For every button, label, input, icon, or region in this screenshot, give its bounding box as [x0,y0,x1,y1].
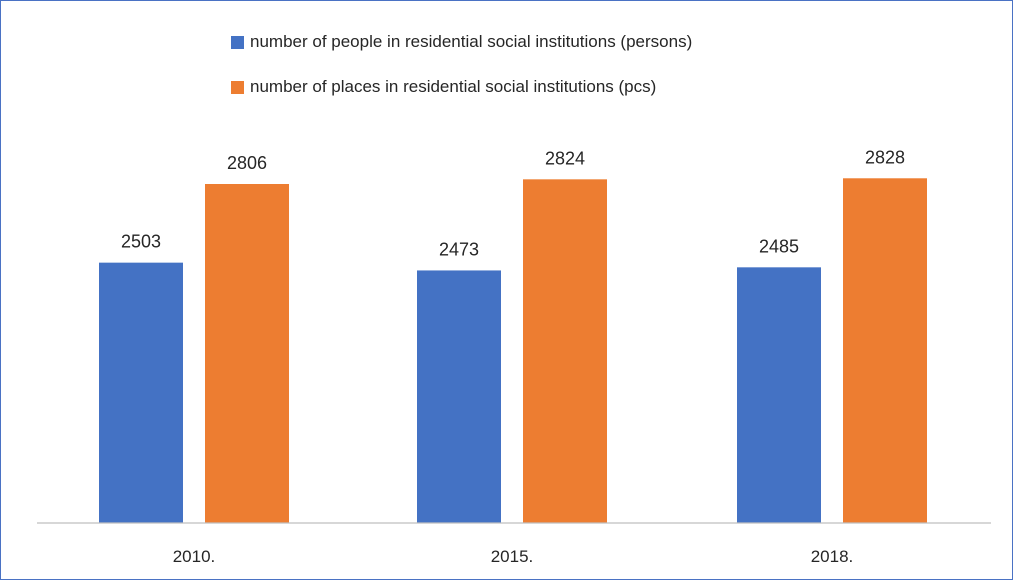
legend-item-people: number of people in residential social i… [231,31,692,53]
legend-label-people: number of people in residential social i… [250,32,693,51]
bar-people-2010 [99,262,183,523]
data-label-people-2010: 2503 [121,232,161,252]
bar-people-2015 [417,270,501,523]
legend-swatch-people [231,35,244,49]
data-label-places-2015: 2824 [545,148,585,168]
data-label-places-2010: 2806 [227,153,267,173]
x-tick-label-2015: 2015. [491,547,534,566]
x-tick-label-2018: 2018. [811,547,854,566]
data-label-people-2018: 2485 [759,236,799,256]
bar-places-2018 [843,178,927,523]
chart-legend: number of people in residential social i… [231,31,692,121]
bar-places-2010 [205,184,289,523]
bar-people-2018 [737,267,821,523]
legend-item-places: number of places in residential social i… [231,76,692,98]
data-label-people-2015: 2473 [439,239,479,259]
legend-label-places: number of places in residential social i… [250,77,657,96]
x-tick-label-2010: 2010. [173,547,216,566]
bar-places-2015 [523,179,607,524]
legend-swatch-places [231,80,244,94]
data-label-places-2018: 2828 [865,147,905,167]
